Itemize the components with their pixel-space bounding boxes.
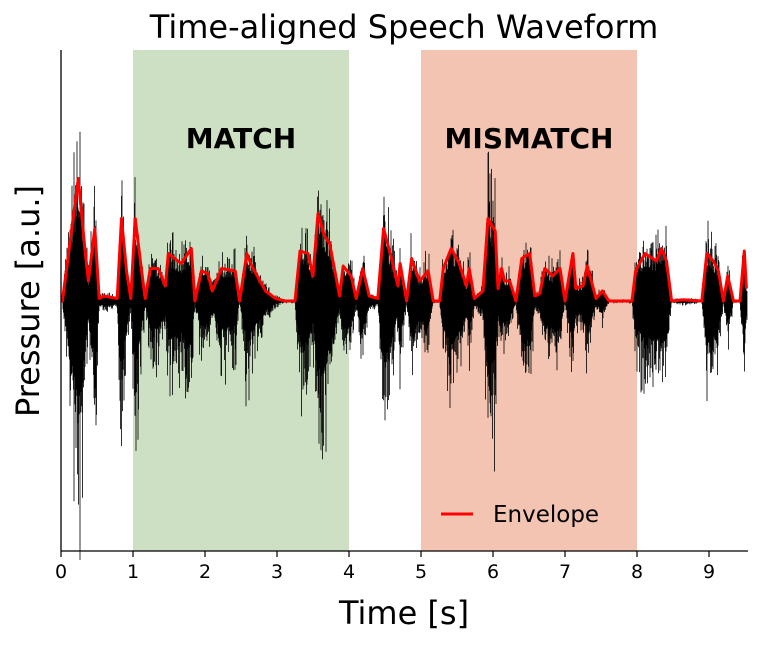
y-axis-label: Pressure [a.u.] — [9, 185, 47, 417]
legend-label-envelope: Envelope — [493, 502, 599, 528]
x-tick-label: 0 — [55, 561, 67, 583]
x-tick-label: 3 — [271, 561, 283, 583]
x-tick-label: 5 — [415, 561, 427, 583]
x-tick-label: 7 — [559, 561, 571, 583]
x-ticks: 0 1 2 3 4 5 6 7 8 9 — [55, 551, 715, 583]
x-tick-label: 2 — [199, 561, 211, 583]
legend: Envelope — [441, 502, 599, 528]
x-tick-label: 4 — [343, 561, 355, 583]
x-axis-label: Time [s] — [338, 594, 469, 632]
span-label-match: MATCH — [186, 122, 296, 155]
span-labels: MATCH MISMATCH — [186, 122, 614, 155]
x-tick-label: 1 — [127, 561, 139, 583]
span-label-mismatch: MISMATCH — [445, 122, 614, 155]
x-tick-label: 9 — [703, 561, 715, 583]
x-tick-label: 6 — [487, 561, 499, 583]
chart-title: Time-aligned Speech Waveform — [149, 8, 659, 46]
x-tick-label: 8 — [631, 561, 643, 583]
envelope-line — [60, 177, 748, 303]
